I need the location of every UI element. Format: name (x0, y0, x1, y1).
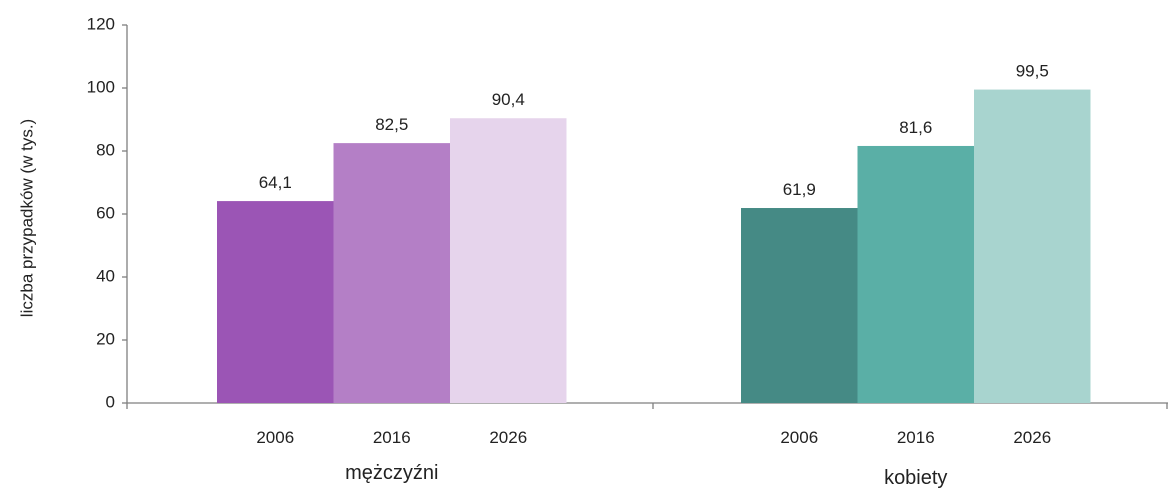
bar (974, 90, 1091, 403)
bar (334, 143, 451, 403)
y-tick-label: 40 (96, 266, 115, 285)
bar (741, 208, 858, 403)
bar-value-label: 81,6 (899, 118, 932, 137)
y-axis-title: liczba przypadków (w tys.) (17, 119, 36, 317)
y-tick-label: 20 (96, 329, 115, 348)
bar-value-label: 61,9 (783, 180, 816, 199)
category-label: 2016 (373, 428, 411, 447)
group-label: kobiety (884, 467, 947, 489)
bar-value-label: 82,5 (375, 115, 408, 134)
bar (217, 201, 334, 403)
category-label: 2026 (489, 428, 527, 447)
category-label: 2006 (256, 428, 294, 447)
category-label: 2026 (1013, 428, 1051, 447)
y-tick-label: 100 (87, 77, 115, 96)
y-tick-label: 80 (96, 140, 115, 159)
y-tick-label: 60 (96, 203, 115, 222)
bar-value-label: 64,1 (259, 173, 292, 192)
bar (858, 146, 975, 403)
category-label: 2006 (780, 428, 818, 447)
group-label: mężczyźni (345, 462, 438, 484)
bar-value-label: 99,5 (1016, 62, 1049, 81)
y-tick-label: 0 (106, 392, 115, 411)
bar (450, 118, 567, 403)
y-tick-label: 120 (87, 14, 115, 33)
category-label: 2016 (897, 428, 935, 447)
bar-value-label: 90,4 (492, 90, 525, 109)
